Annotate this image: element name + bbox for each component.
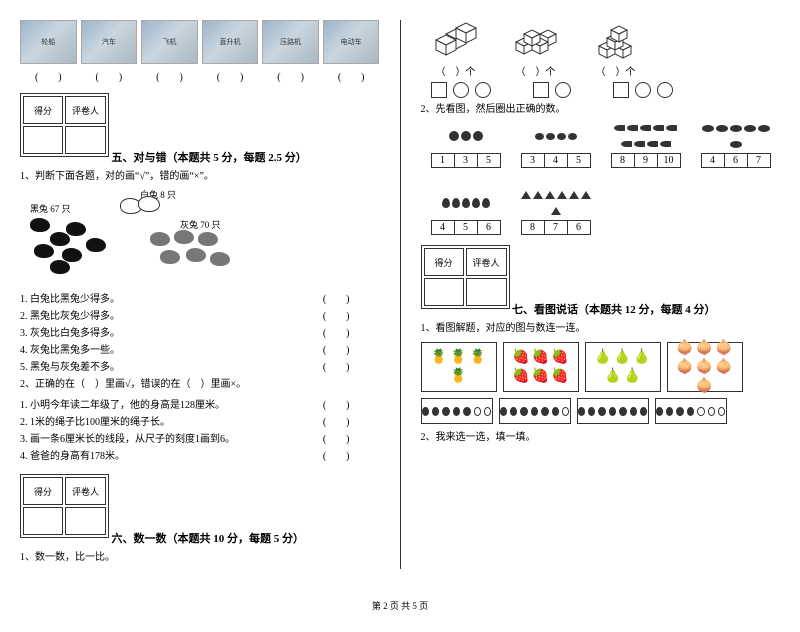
s5-q1: 1、判断下面各题，对的画“√”，错的画“×”。 [20, 169, 380, 184]
page-footer: 第 2 页 共 5 页 [20, 599, 780, 612]
photo-blanks: ( )( )( )( )( )( ) [20, 68, 380, 83]
score-box-5: 得分评卷人 [20, 93, 109, 157]
count-grid: 135 345 8910 467 456 876 [431, 121, 781, 235]
cube-figures: （ ）个 （ ）个 （ ）个 [431, 20, 781, 78]
photo-ship: 轮船 [20, 20, 77, 64]
section5-title: 五、对与错（本题共 5 分，每题 2.5 分） [112, 152, 307, 164]
s7-q2: 2、我来选一选，填一填。 [421, 430, 781, 445]
section7-title: 七、看图说话（本题共 12 分，每题 4 分） [512, 304, 716, 316]
score-box-6: 得分评卷人 [20, 474, 109, 538]
vehicle-photos: 轮船 汽车 飞机 直升机 压路机 电动车 [20, 20, 380, 64]
match-dots [421, 398, 781, 424]
photo-car: 汽车 [81, 20, 138, 64]
photo-plane: 飞机 [141, 20, 198, 64]
score-box-7: 得分评卷人 [421, 245, 510, 309]
rabbit-figure: 白兔 8 只 黑兔 67 只 灰兔 70 只 [20, 188, 250, 288]
s5-q2-subs: 1. 小明今年读二年级了，他的身高是128厘米。( ) 2. 1米的绳子比100… [20, 396, 380, 462]
s6-q1: 1、数一数，比一比。 [20, 550, 380, 565]
photo-heli: 直升机 [202, 20, 259, 64]
s7-q1: 1、看图解题，对应的图与数连一连。 [421, 321, 781, 336]
match-pics: 🍍🍍🍍🍍 🍓🍓🍓🍓🍓🍓 🍐🍐🍐🍐🍐 🧅🧅🧅🧅🧅🧅🧅 [421, 342, 781, 392]
s5-q1-subs: 1. 白兔比黑兔少得多。( ) 2. 黑兔比灰兔少得多。( ) 3. 灰兔比白兔… [20, 290, 380, 373]
photo-ebike: 电动车 [323, 20, 380, 64]
photo-roller: 压路机 [262, 20, 319, 64]
s5-q2: 2、正确的在（ ）里画√，错误的在（ ）里画×。 [20, 377, 380, 392]
section6-title: 六、数一数（本题共 10 分，每题 5 分） [112, 533, 305, 545]
shape-blanks [431, 82, 781, 98]
s6-q2: 2、先看图，然后圈出正确的数。 [421, 102, 781, 117]
